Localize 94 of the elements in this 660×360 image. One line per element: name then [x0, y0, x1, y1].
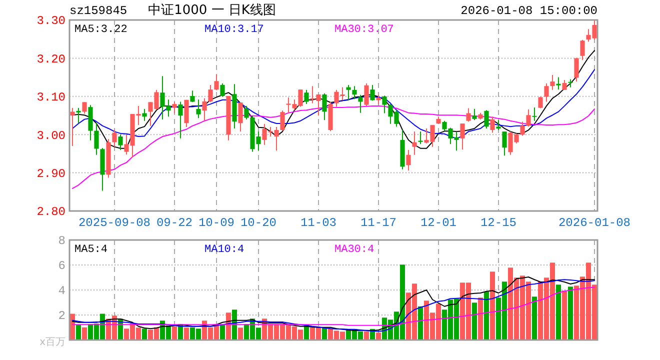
x-tick-label: 11-17	[360, 216, 397, 230]
candlestick	[562, 79, 567, 90]
bar	[490, 272, 495, 340]
bar	[376, 332, 381, 340]
candlestick	[574, 57, 579, 82]
bar	[484, 292, 489, 340]
candlestick	[412, 131, 417, 156]
candlestick	[532, 106, 537, 122]
candlestick	[190, 90, 195, 103]
candlestick	[502, 131, 507, 156]
y-tick-label: 3.20	[36, 52, 66, 66]
text: MA10:3.17	[204, 24, 264, 36]
candlestick	[220, 82, 225, 98]
candlestick	[322, 92, 327, 121]
candlestick	[304, 89, 309, 105]
candlestick	[406, 149, 411, 172]
bar	[82, 327, 87, 340]
y-tick-label: 2.90	[36, 167, 66, 181]
y-tick-label: 3.00	[36, 128, 66, 143]
candlestick	[346, 84, 351, 101]
candlestick	[214, 74, 219, 91]
candlestick	[526, 108, 531, 128]
candlestick	[370, 84, 375, 102]
chart-subtitle: sz159845	[70, 4, 128, 18]
candlestick	[178, 101, 183, 139]
y-axis-title: x百万	[40, 337, 66, 348]
text: MA30:3.07	[334, 24, 394, 36]
chart-title: 中证1000 一 日K线图	[148, 3, 276, 18]
candlestick	[202, 98, 207, 122]
candlestick	[142, 108, 147, 122]
candlestick	[172, 101, 177, 114]
candlestick	[490, 116, 495, 134]
text: MA5:3.22	[74, 24, 128, 36]
bar	[472, 302, 477, 340]
candlestick	[382, 95, 387, 114]
candlestick	[196, 98, 201, 119]
bar	[568, 286, 573, 340]
candlestick	[364, 82, 369, 106]
candlestick	[352, 86, 357, 100]
y-tick-label: 6	[58, 259, 66, 274]
candlestick	[208, 84, 213, 103]
candlestick	[472, 108, 477, 121]
y-tick-label: 3.30	[36, 14, 66, 28]
x-tick-label: 12-01	[420, 216, 457, 230]
bar	[142, 328, 147, 340]
candlestick	[550, 74, 555, 90]
text: 2026-01-08 15:00:00	[460, 4, 598, 18]
candlestick	[76, 107, 81, 124]
x-tick-label: 2025-09-08	[78, 216, 151, 230]
x-tick-label: 12-15	[480, 216, 517, 230]
x-tick-label: 10-20	[240, 216, 277, 230]
candlestick	[70, 107, 75, 147]
candlestick	[418, 131, 423, 145]
bar	[172, 326, 177, 340]
bar	[76, 324, 81, 340]
candlestick	[280, 110, 285, 132]
y-tick-label: 8	[58, 234, 66, 248]
y-tick-label: 4	[58, 284, 66, 298]
bar	[322, 328, 327, 340]
candlestick	[376, 94, 381, 105]
candlestick	[580, 39, 585, 61]
y-tick-label: 2.80	[36, 205, 66, 220]
x-tick-label: 2026-01-08	[558, 216, 631, 230]
bar	[478, 298, 483, 340]
candlestick	[484, 110, 489, 129]
y-tick-label: 2	[58, 309, 66, 324]
x-tick-label: 11-03	[300, 216, 337, 230]
candlestick	[544, 82, 549, 102]
text: MA5:4	[74, 244, 108, 256]
candlestick	[112, 130, 117, 148]
candlestick	[460, 123, 465, 150]
line-series	[72, 286, 595, 326]
bar	[184, 328, 189, 340]
y-tick-label: 3.10	[36, 90, 66, 105]
bar	[562, 290, 567, 340]
candlestick	[466, 108, 471, 122]
candlestick	[496, 120, 501, 131]
candlestick	[556, 76, 561, 90]
bar	[364, 331, 369, 340]
candlestick	[118, 134, 123, 150]
candlestick	[88, 104, 93, 141]
candlestick	[94, 122, 99, 156]
candlestick	[184, 99, 189, 128]
x-tick-label: 09-22	[156, 216, 193, 230]
bar	[418, 306, 423, 340]
text: MA10:4	[204, 244, 245, 256]
candlestick	[238, 102, 243, 132]
candlestick	[358, 94, 363, 114]
bar	[532, 296, 537, 340]
bar	[238, 328, 243, 340]
candlestick	[82, 102, 87, 114]
bar	[556, 284, 561, 340]
x-tick-label: 10-09	[198, 216, 235, 230]
text: MA30:4	[334, 244, 375, 256]
